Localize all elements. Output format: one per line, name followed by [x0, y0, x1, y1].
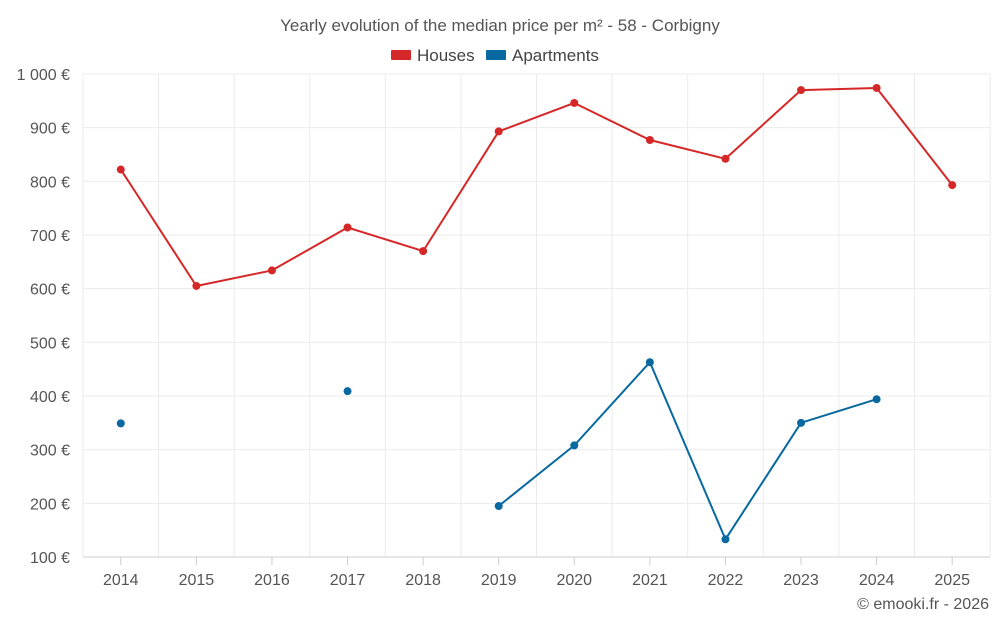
data-point-apartments-2024[interactable]: [872, 395, 881, 404]
series-layer: [116, 83, 957, 544]
data-point-houses-2022[interactable]: [721, 154, 730, 163]
gridlines: [82, 73, 991, 558]
x-tick-label: 2024: [859, 572, 895, 589]
x-tick-label: 2020: [556, 572, 592, 589]
y-axis: 100 € 200 € 300 € 400 € 500 € 600 € 700 € 800 €…: [17, 67, 70, 567]
data-point-apartments-2023[interactable]: [797, 418, 806, 427]
data-point-apartments-2019[interactable]: [494, 502, 503, 511]
x-tick-label: 2021: [632, 572, 668, 589]
data-point-houses-2016[interactable]: [267, 266, 276, 275]
y-tick-label: 900 €: [30, 121, 70, 138]
legend-swatch-houses: [391, 50, 411, 60]
data-point-apartments-2017[interactable]: [343, 387, 352, 396]
data-point-houses-2017[interactable]: [343, 223, 352, 232]
series-line-apartments: [498, 361, 877, 541]
credit-text: © emooki.fr - 2026: [857, 596, 989, 613]
data-point-houses-2014[interactable]: [116, 165, 125, 174]
data-point-houses-2024[interactable]: [872, 83, 881, 92]
data-point-apartments-2022[interactable]: [721, 535, 730, 544]
x-axis: 2014 2015 2016 2017 2018 2019 2020 2021 2022 2023…: [83, 556, 990, 589]
y-tick-label: 300 €: [30, 443, 70, 460]
legend-item-houses[interactable]: Houses: [391, 46, 475, 65]
legend-item-apartments[interactable]: Apartments: [486, 46, 599, 65]
y-tick-label: 100 €: [30, 550, 70, 567]
data-point-houses-2015[interactable]: [192, 281, 201, 290]
series-line-houses: [119, 86, 953, 287]
x-tick-label: 2019: [481, 572, 517, 589]
series-houses: [116, 83, 957, 290]
data-point-houses-2018[interactable]: [419, 247, 428, 256]
x-tick-label: 2023: [783, 572, 819, 589]
y-tick-label: 800 €: [30, 174, 70, 191]
data-point-houses-2023[interactable]: [797, 86, 806, 95]
y-tick-label: 700 €: [30, 228, 70, 245]
y-tick-label: 600 €: [30, 282, 70, 299]
data-point-houses-2021[interactable]: [645, 136, 654, 145]
y-tick-label: 1 000 €: [17, 67, 70, 84]
y-tick-label: 400 €: [30, 389, 70, 406]
x-tick-label: 2017: [330, 572, 366, 589]
x-tick-label: 2018: [405, 572, 441, 589]
legend-label-houses: Houses: [417, 46, 475, 65]
chart-title: Yearly evolution of the median price per…: [280, 16, 720, 35]
x-tick-label: 2014: [103, 572, 139, 589]
series-apartments: [116, 358, 881, 544]
x-tick-label: 2016: [254, 572, 290, 589]
x-tick-label: 2025: [934, 572, 970, 589]
data-point-houses-2025[interactable]: [948, 181, 957, 190]
legend: Houses Apartments: [391, 46, 599, 65]
y-tick-label: 500 €: [30, 335, 70, 352]
data-point-apartments-2020[interactable]: [570, 441, 579, 450]
x-tick-label: 2015: [179, 572, 215, 589]
legend-label-apartments: Apartments: [512, 46, 599, 65]
data-point-houses-2019[interactable]: [494, 127, 503, 136]
x-tick-label: 2022: [708, 572, 744, 589]
y-tick-label: 200 €: [30, 496, 70, 513]
data-point-apartments-2014[interactable]: [116, 419, 125, 428]
data-point-houses-2020[interactable]: [570, 98, 579, 107]
legend-swatch-apartments: [486, 50, 506, 60]
data-point-apartments-2021[interactable]: [645, 358, 654, 367]
